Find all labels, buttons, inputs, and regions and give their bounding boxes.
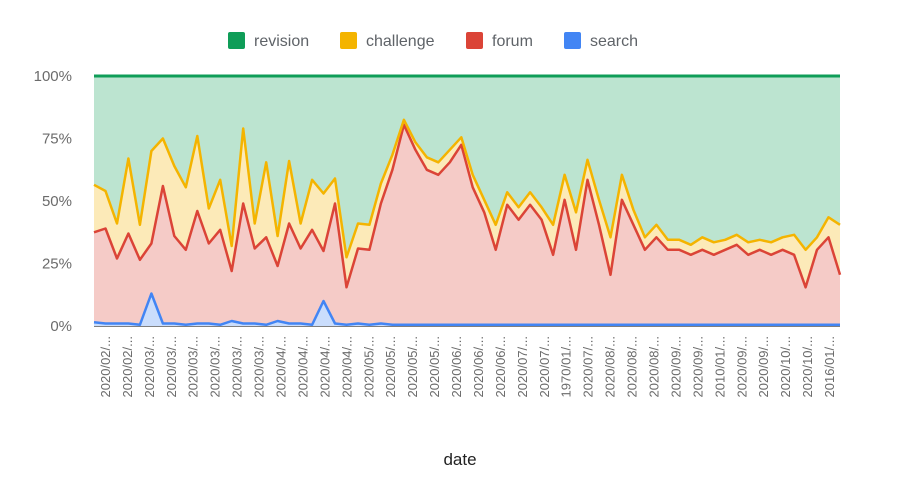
x-tick-label: 2020/03/... <box>208 336 223 397</box>
x-tick-label: 2020/07/... <box>515 336 530 397</box>
area-forum <box>94 124 840 325</box>
x-tick-label: 2020/09/... <box>734 336 749 397</box>
legend-label-challenge: challenge <box>366 33 435 50</box>
line-forum <box>93 123 842 289</box>
x-tick-label: 2020/06/... <box>449 336 464 397</box>
y-tick-label: 0% <box>50 318 72 335</box>
legend: revision challenge forum search <box>228 32 638 50</box>
x-tick-label: 2020/08/... <box>603 336 618 397</box>
legend-swatch-forum <box>466 32 483 49</box>
x-axis-ticks: 2020/02/... 2020/02/... 2020/03/... 2020/03… <box>98 336 837 397</box>
x-tick-label: 2020/05/... <box>405 336 420 397</box>
legend-swatch-challenge <box>340 32 357 49</box>
legend-item-search[interactable]: search <box>564 32 638 50</box>
x-tick-label: 2020/04/... <box>317 336 332 397</box>
x-tick-label: 2020/09/... <box>690 336 705 397</box>
x-tick-label: 2020/07/... <box>581 336 596 397</box>
line-search <box>93 292 840 327</box>
y-tick-label: 75% <box>42 131 72 148</box>
x-tick-label: 2020/05/... <box>427 336 442 397</box>
x-axis-label: date <box>443 450 476 469</box>
x-tick-label: 2020/03/... <box>252 336 267 397</box>
x-tick-label: 2020/06/... <box>471 336 486 397</box>
x-tick-label: 2020/10/... <box>800 336 815 397</box>
x-tick-label: 2020/09/... <box>756 336 771 397</box>
x-tick-label: 2020/08/... <box>647 336 662 397</box>
legend-label-revision: revision <box>254 33 309 50</box>
x-tick-label: 2016/01/... <box>822 336 837 397</box>
y-tick-label: 25% <box>42 256 72 273</box>
legend-label-forum: forum <box>492 33 533 50</box>
x-tick-label: 2020/02/... <box>120 336 135 397</box>
line-challenge <box>93 118 841 259</box>
x-tick-label: 1970/01/... <box>559 336 574 397</box>
x-tick-label: 2020/03/... <box>186 336 201 397</box>
x-tick-label: 2020/04/... <box>274 336 289 397</box>
legend-swatch-search <box>564 32 581 49</box>
x-tick-label: 2020/07/... <box>537 336 552 397</box>
x-tick-label: 2020/04/... <box>339 336 354 397</box>
x-tick-label: 2020/05/... <box>383 336 398 397</box>
x-tick-label: 2020/03/... <box>142 336 157 397</box>
y-tick-label: 100% <box>34 68 72 85</box>
x-tick-label: 2020/03/... <box>230 336 245 397</box>
x-tick-label: 2020/10/... <box>778 336 793 397</box>
x-tick-label: 2020/06/... <box>493 336 508 397</box>
series-lines <box>93 74 842 327</box>
y-tick-label: 50% <box>42 193 72 210</box>
x-tick-label: 2020/03/... <box>164 336 179 397</box>
legend-item-forum[interactable]: forum <box>466 32 533 50</box>
x-tick-label: 2020/02/... <box>98 336 113 397</box>
legend-label-search: search <box>590 33 638 50</box>
x-tick-label: 2020/09/... <box>668 336 683 397</box>
legend-item-revision[interactable]: revision <box>228 32 309 50</box>
x-tick-label: 2020/08/... <box>625 336 640 397</box>
legend-item-challenge[interactable]: challenge <box>340 32 435 50</box>
x-tick-label: 2020/04/... <box>295 336 310 397</box>
x-tick-label: 2010/01/... <box>712 336 727 397</box>
y-axis-ticks: 0% 25% 50% 75% 100% <box>34 68 72 335</box>
area-challenge <box>94 119 840 288</box>
legend-swatch-revision <box>228 32 245 49</box>
series-areas <box>94 76 840 326</box>
x-tick-label: 2020/05/... <box>361 336 376 397</box>
